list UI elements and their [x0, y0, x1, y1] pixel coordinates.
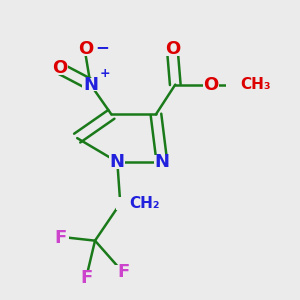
FancyBboxPatch shape	[78, 271, 94, 284]
FancyBboxPatch shape	[51, 61, 68, 75]
Text: O: O	[52, 59, 67, 77]
Text: CH₃: CH₃	[241, 77, 271, 92]
Text: N: N	[110, 153, 125, 171]
Text: −: −	[95, 38, 109, 56]
Text: O: O	[203, 76, 219, 94]
Text: N: N	[154, 153, 169, 171]
Text: +: +	[99, 67, 110, 80]
FancyBboxPatch shape	[82, 78, 99, 91]
FancyBboxPatch shape	[226, 78, 256, 91]
Text: F: F	[55, 229, 67, 247]
FancyBboxPatch shape	[164, 42, 181, 56]
FancyBboxPatch shape	[115, 265, 131, 278]
Text: F: F	[80, 269, 92, 287]
FancyBboxPatch shape	[116, 197, 142, 210]
FancyBboxPatch shape	[76, 42, 93, 56]
Text: N: N	[83, 76, 98, 94]
FancyBboxPatch shape	[154, 155, 170, 169]
Text: F: F	[117, 263, 129, 281]
Text: O: O	[165, 40, 180, 58]
FancyBboxPatch shape	[53, 231, 69, 244]
Text: O: O	[78, 40, 93, 58]
FancyBboxPatch shape	[203, 78, 219, 91]
Text: CH₂: CH₂	[129, 196, 160, 211]
FancyBboxPatch shape	[109, 155, 125, 169]
